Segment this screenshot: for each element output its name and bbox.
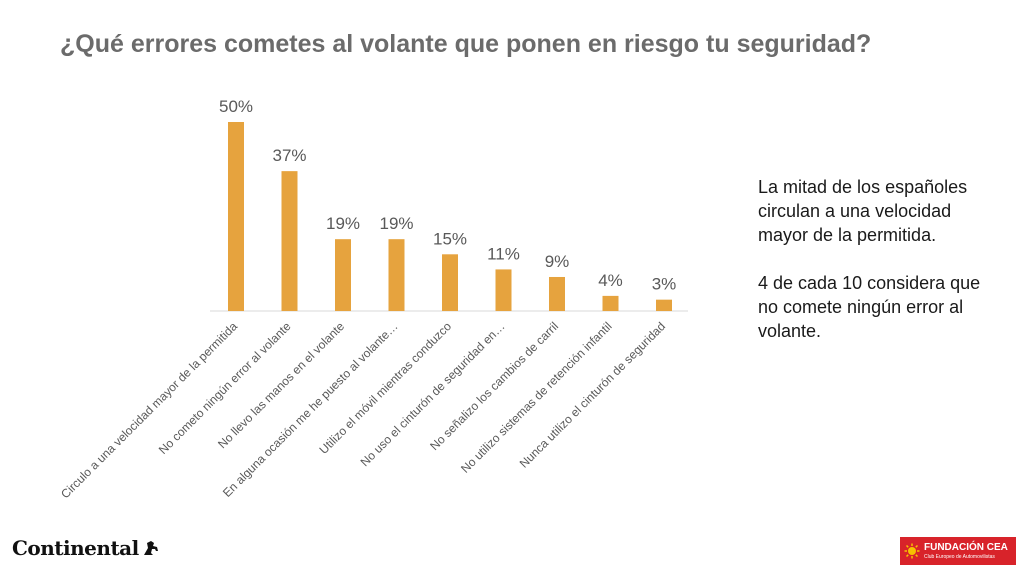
data-label: 3% [652, 275, 677, 294]
insight-paragraph-2: 4 de cada 10 considera que no comete nin… [758, 273, 981, 341]
data-label: 50% [219, 97, 253, 116]
bar [495, 269, 512, 311]
bar [549, 276, 565, 311]
data-label: 19% [326, 214, 360, 233]
horse-icon [143, 541, 158, 555]
bar [442, 254, 458, 311]
data-label: 9% [545, 252, 570, 271]
insight-note: La mitad de los españoles circulan a una… [758, 175, 988, 367]
continental-wordmark: Continental [12, 536, 139, 560]
cea-logo-subtitle: Club Europeo de Automovilistas [924, 553, 995, 560]
cea-logo-title: FUNDACIÓN CEA [924, 541, 1008, 553]
data-label: 4% [598, 271, 623, 290]
fundacion-cea-logo: FUNDACIÓN CEA Club Europeo de Automovili… [900, 537, 1016, 565]
page-title: ¿Qué errores cometes al volante que pone… [60, 30, 872, 58]
bar [228, 122, 244, 311]
data-label: 19% [379, 214, 413, 233]
insight-paragraph-1: La mitad de los españoles circulan a una… [758, 177, 968, 245]
sun-icon [904, 543, 920, 559]
bar [281, 171, 298, 311]
bar [388, 239, 405, 311]
continental-logo: Continental [12, 536, 161, 560]
data-label: 11% [487, 244, 520, 263]
bar [602, 295, 619, 311]
bar [335, 239, 351, 311]
bar [656, 299, 672, 311]
x-tick-label: Circulo a una velocidad mayor de la perm… [58, 319, 240, 501]
data-label: 37% [272, 146, 306, 165]
data-label: 15% [433, 229, 467, 248]
